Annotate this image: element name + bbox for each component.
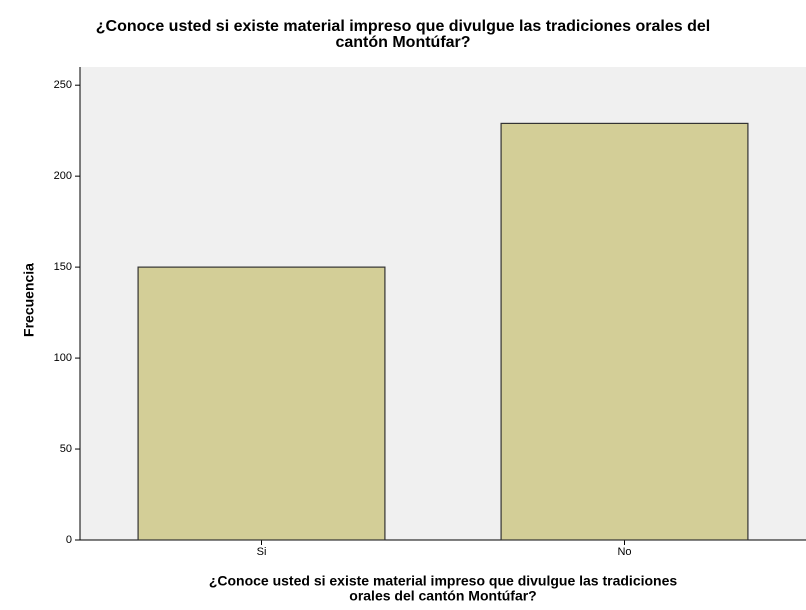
x-tick-label: No [617,546,631,558]
y-tick-label: 100 [54,352,72,364]
y-tick-label: 0 [66,534,72,546]
chart-title: cantón Montúfar? [335,34,470,51]
y-tick-label: 250 [54,79,72,91]
y-tick-label: 50 [60,443,72,455]
bar [500,122,749,541]
chart-title: ¿Conoce usted si existe material impreso… [96,18,710,35]
x-axis-label: orales del cantón Montúfar? [349,588,536,604]
y-tick-label: 200 [54,170,72,182]
bar [137,266,386,541]
y-axis-label: Frecuencia [21,263,37,337]
x-tick-label: Si [257,546,267,558]
x-axis-label: ¿Conoce usted si existe material impreso… [209,573,678,589]
y-tick-label: 150 [54,261,72,273]
